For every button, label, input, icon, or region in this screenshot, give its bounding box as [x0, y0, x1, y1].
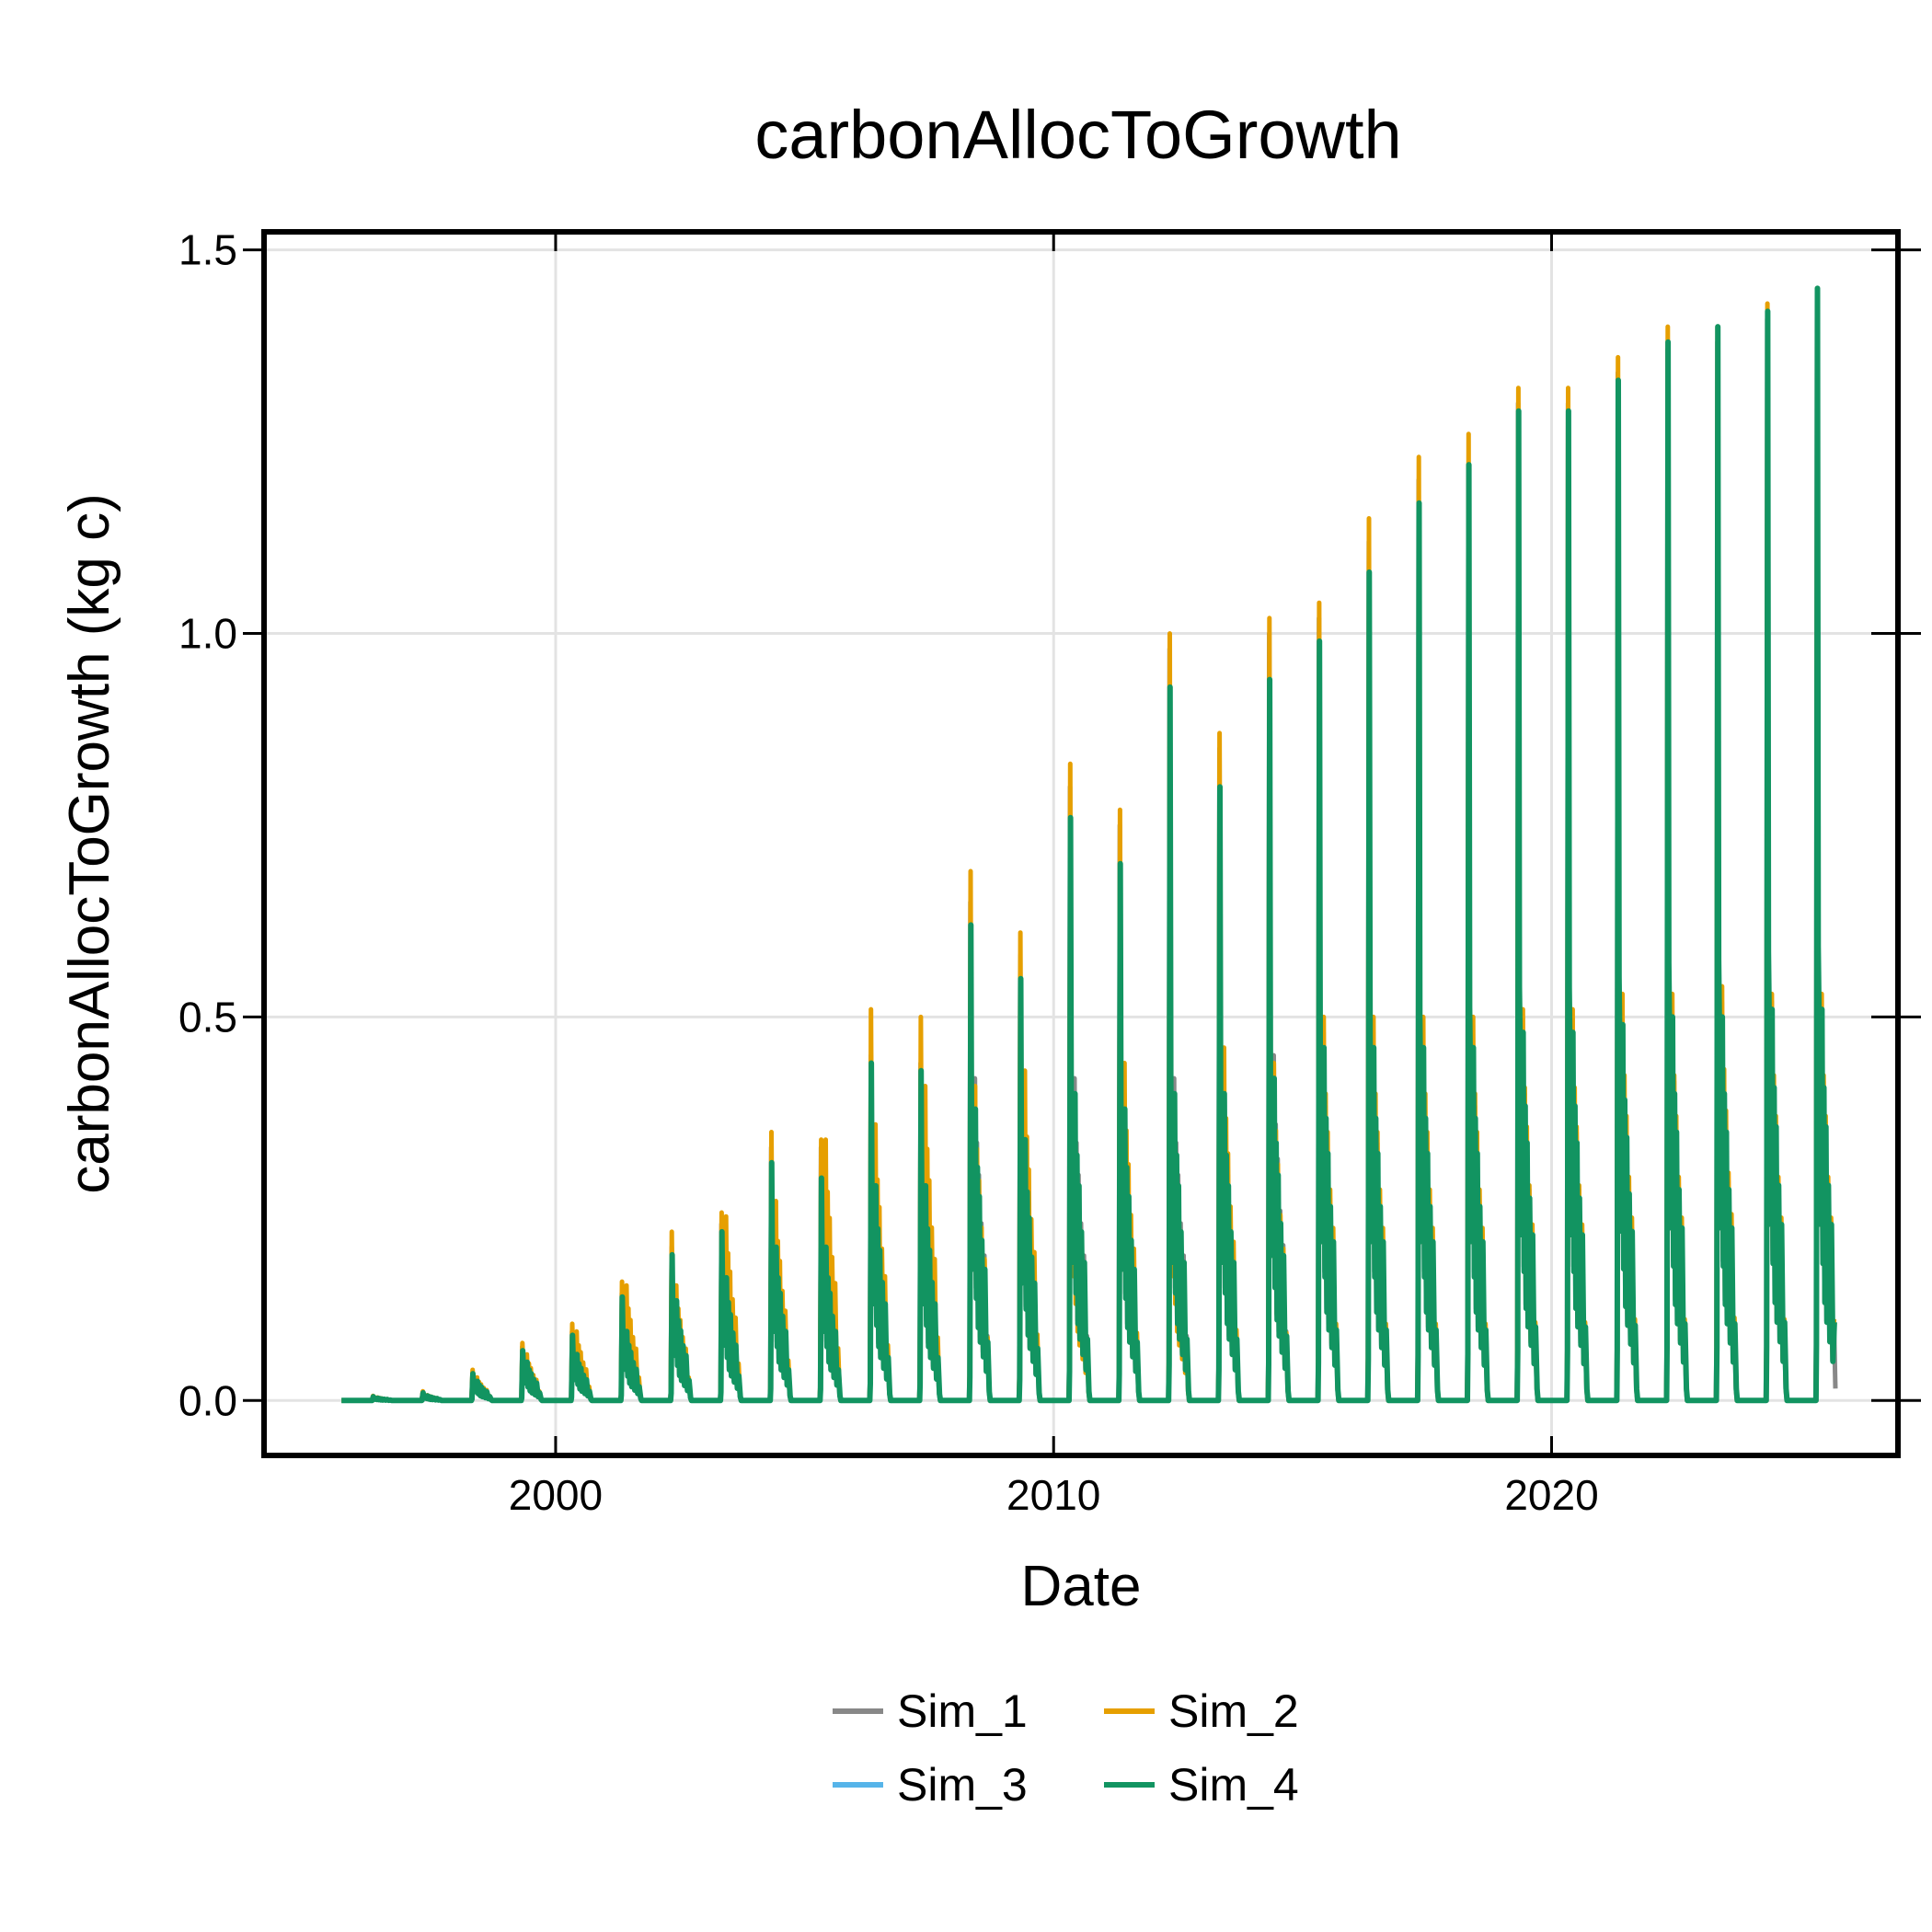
y-tick-label: 0.0: [178, 1376, 237, 1424]
y-tick-label: 1.0: [178, 610, 237, 658]
legend-label: Sim_2: [1168, 1685, 1299, 1737]
legend-label: Sim_4: [1168, 1759, 1299, 1811]
legend-label: Sim_1: [897, 1685, 1028, 1737]
axis-ticks: 2000 2010 2020 0.0 0.5 1.0 1.5: [178, 226, 1921, 1519]
series-line-sim-4: [341, 285, 1837, 1404]
legend-item: Sim_3: [833, 1759, 1028, 1811]
chart-title: carbonAllocToGrowth: [754, 97, 1401, 173]
legend: Sim_1 Sim_2 Sim_3 Sim_4: [833, 1685, 1299, 1811]
legend-item: Sim_1: [833, 1685, 1028, 1737]
legend-item: Sim_2: [1104, 1685, 1299, 1737]
series-line-sim-1: [341, 293, 1838, 1403]
grid-lines: [267, 235, 1895, 1453]
plot-area: [341, 285, 1838, 1404]
x-tick-label: 2020: [1504, 1471, 1598, 1519]
y-axis-label: carbonAllocToGrowth (kg c): [58, 493, 121, 1194]
y-tick-label: 1.5: [178, 226, 237, 274]
x-tick-label: 2010: [1006, 1471, 1100, 1519]
series-line-sim-2: [341, 285, 1837, 1403]
y-tick-label: 0.5: [178, 993, 237, 1041]
x-axis-label: Date: [1021, 1555, 1142, 1618]
plot-frame: [261, 229, 1901, 1458]
x-tick-label: 2000: [509, 1471, 603, 1519]
legend-item: Sim_4: [1104, 1759, 1299, 1811]
series-line-sim-3: [341, 293, 1837, 1403]
legend-label: Sim_3: [897, 1759, 1028, 1811]
